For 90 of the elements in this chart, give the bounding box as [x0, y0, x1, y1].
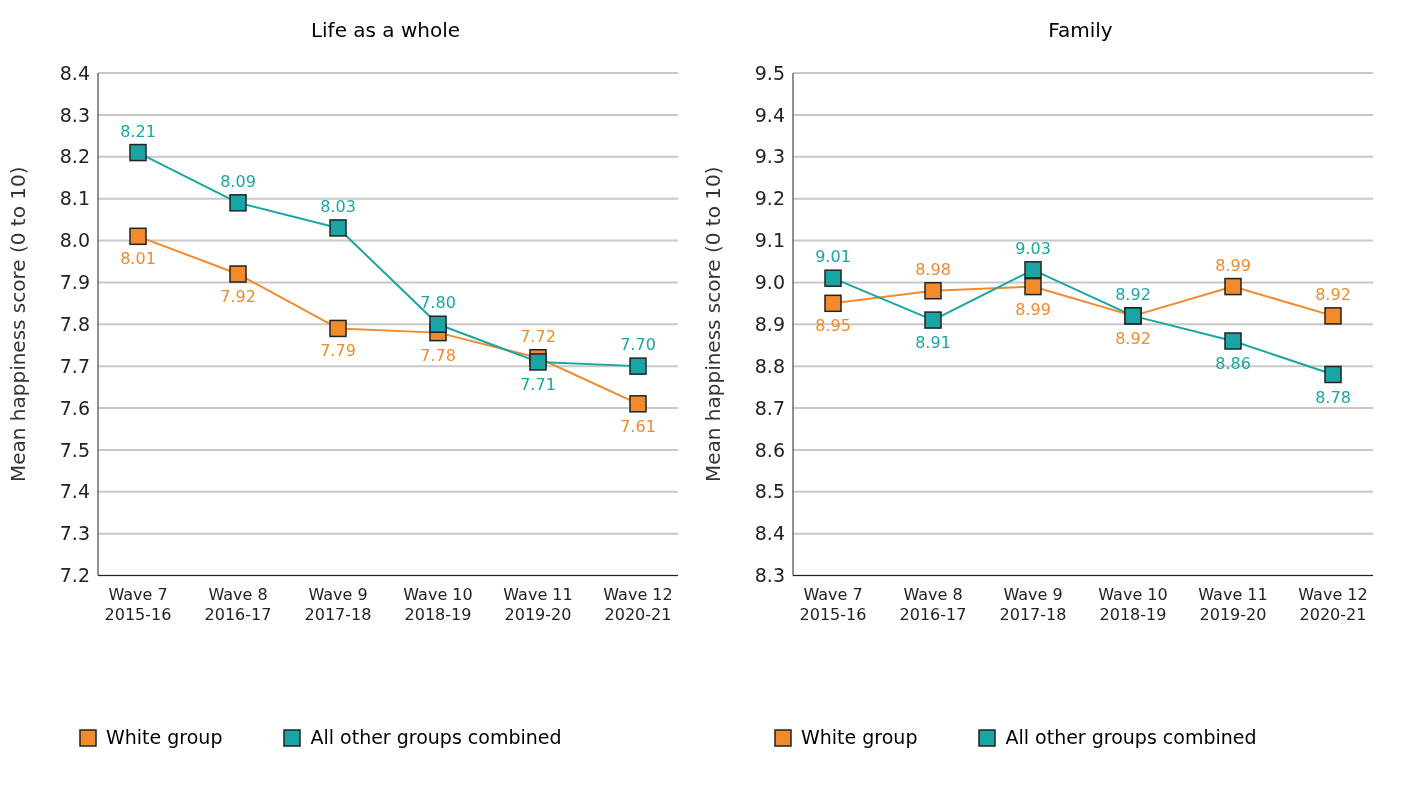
legend-label: All other groups combined [1004, 725, 1257, 748]
y-tick-label: 9.4 [754, 103, 785, 126]
point [1224, 332, 1242, 350]
y-tick-label: 8.8 [754, 354, 785, 377]
x-tick-label: Wave 11 2019-20 [1198, 584, 1268, 624]
data-label: 8.92 [1115, 284, 1151, 304]
y-tick-label: 8.9 [754, 312, 785, 335]
point [529, 353, 547, 371]
data-label: 8.91 [915, 333, 951, 353]
data-label: 8.86 [1215, 354, 1251, 373]
y-tick-label: 8.3 [59, 103, 90, 126]
y-tick-label: 8.6 [754, 438, 785, 461]
y-tick-label: 8.7 [754, 396, 785, 419]
x-tick-label: Wave 9 2017-18 [999, 584, 1067, 624]
y-tick-label: 8.3 [754, 564, 785, 587]
data-label: 7.72 [520, 326, 556, 346]
x-tick-label: Wave 12 2020-21 [603, 584, 673, 624]
point [824, 269, 842, 287]
y-tick-label: 7.2 [59, 564, 90, 587]
data-label: 8.92 [1115, 328, 1151, 348]
chart-title: Life as a whole [309, 17, 462, 44]
data-label: 8.03 [320, 196, 356, 216]
data-label: 9.01 [815, 247, 851, 267]
y-tick-label: 9.3 [754, 145, 785, 168]
point [1324, 307, 1342, 325]
y-tick-label: 7.7 [59, 354, 90, 377]
point [1324, 365, 1342, 384]
x-tick-label: Wave 7 2015-16 [104, 584, 172, 624]
point [1224, 277, 1242, 296]
data-label: 8.95 [815, 316, 851, 336]
x-tick-label: Wave 10 2018-19 [403, 584, 473, 624]
y-tick-label: 8.2 [59, 145, 90, 168]
data-label: 7.70 [620, 335, 656, 355]
x-tick-label: Wave 8 2016-17 [899, 584, 967, 624]
y-tick-label: 7.9 [59, 271, 90, 294]
point [629, 357, 647, 375]
data-label: 9.03 [1015, 238, 1051, 258]
y-tick-label: 7.6 [59, 396, 90, 419]
chart-title: Family [1047, 17, 1114, 44]
data-label: 7.79 [320, 341, 356, 361]
y-tick-label: 7.8 [59, 312, 90, 335]
point [924, 311, 942, 329]
y-tick-label: 7.5 [59, 438, 90, 461]
point [329, 319, 347, 338]
y-tick-label: 8.1 [59, 187, 90, 210]
y-tick-label: 9.2 [754, 187, 785, 210]
legend-label: White group [105, 725, 223, 748]
data-label: 8.99 [1015, 299, 1051, 319]
legend-label: White group [800, 725, 918, 748]
x-tick-label: Wave 10 2018-19 [1098, 584, 1168, 624]
data-label: 8.21 [120, 121, 156, 141]
y-tick-label: 9.5 [754, 61, 785, 84]
data-label: 8.98 [915, 259, 951, 279]
data-label: 8.92 [1315, 284, 1351, 304]
y-tick-label: 7.3 [59, 522, 90, 545]
x-tick-label: Wave 9 2017-18 [304, 584, 372, 624]
data-label: 8.09 [220, 171, 256, 191]
y-tick-label: 7.4 [59, 480, 90, 503]
y-tick-label: 9.1 [754, 229, 785, 252]
y-tick-label: 9.0 [754, 271, 785, 294]
point [924, 282, 942, 300]
data-label: 7.92 [220, 287, 256, 306]
point [129, 143, 147, 162]
x-tick-label: Wave 7 2015-16 [799, 584, 867, 624]
y-axis-title: Mean happiness score (0 to 10) [6, 166, 31, 483]
x-tick-label: Wave 12 2020-21 [1298, 584, 1368, 624]
legend-label: All other groups combined [309, 725, 562, 748]
data-label: 7.61 [620, 416, 656, 436]
y-tick-label: 8.4 [754, 522, 785, 545]
x-tick-label: Wave 11 2019-20 [503, 584, 573, 624]
y-axis-title: Mean happiness score (0 to 10) [701, 166, 726, 483]
y-tick-label: 8.4 [59, 61, 90, 84]
point [129, 227, 147, 246]
point [1024, 261, 1042, 279]
data-label: 8.99 [1215, 255, 1251, 275]
point [329, 219, 347, 237]
data-label: 7.78 [420, 345, 456, 365]
y-tick-label: 8.5 [754, 480, 785, 503]
data-label: 8.01 [120, 249, 156, 269]
point [229, 194, 247, 212]
y-tick-label: 8.0 [59, 229, 90, 252]
point [629, 395, 647, 413]
data-label: 8.78 [1315, 387, 1351, 407]
data-label: 7.71 [520, 374, 556, 394]
point [1024, 277, 1042, 296]
point [429, 315, 447, 333]
x-tick-label: Wave 8 2016-17 [204, 584, 272, 624]
point [229, 265, 247, 283]
point [824, 294, 842, 313]
data-label: 7.80 [420, 293, 456, 313]
